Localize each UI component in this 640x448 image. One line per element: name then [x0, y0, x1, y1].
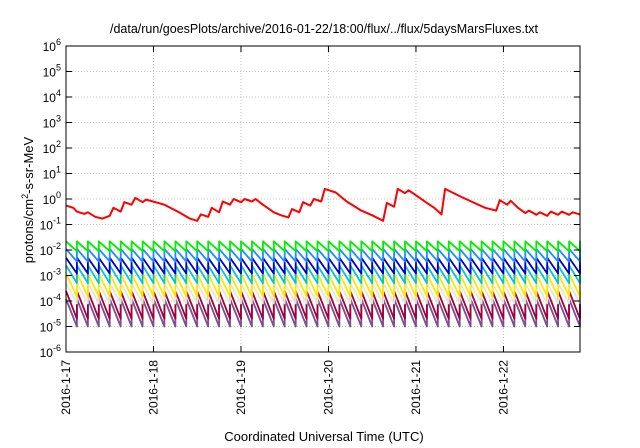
x-axis-label: Coordinated Universal Time (UTC): [224, 429, 423, 444]
y-tick-label: 104: [43, 88, 61, 105]
y-tick-label: 101: [43, 165, 61, 182]
y-tick-label: 105: [43, 63, 61, 80]
x-tick-label: 2016-1-21: [409, 360, 423, 415]
y-tick-label: 10-3: [40, 267, 61, 284]
series-line: [65, 240, 581, 253]
y-tick-label: 102: [43, 139, 61, 156]
x-tick-label: 2016-1-20: [321, 360, 335, 415]
y-axis: 10-6 10-5 10-4 10-3 10-2 10-1 100 101 102 103 104 1…: [40, 37, 580, 360]
x-tick-label: 2016-1-22: [496, 360, 510, 415]
y-tick-label: 10-2: [40, 241, 61, 258]
series-line: [65, 187, 581, 222]
series-group: [65, 187, 581, 328]
y-tick-label: 10-1: [40, 216, 61, 233]
y-tick-label: 106: [43, 37, 61, 54]
y-tick-label: 10-5: [40, 318, 61, 335]
y-tick-label: 103: [43, 114, 61, 131]
y-tick-label: 100: [43, 190, 61, 207]
y-tick-label: 10-4: [40, 292, 61, 309]
x-tick-label: 2016-1-19: [234, 360, 248, 415]
x-tick-label: 2016-1-18: [146, 360, 160, 415]
x-axis: 2016-1-17 2016-1-18 2016-1-19 2016-1-20 2016…: [59, 46, 510, 415]
chart-title: /data/run/goesPlots/archive/2016-01-22/1…: [110, 22, 539, 36]
x-tick-label: 2016-1-17: [59, 360, 73, 415]
y-axis-label: protons/cm2-s-sr-MeV: [20, 136, 36, 263]
y-tick-label: 10-6: [40, 343, 61, 360]
